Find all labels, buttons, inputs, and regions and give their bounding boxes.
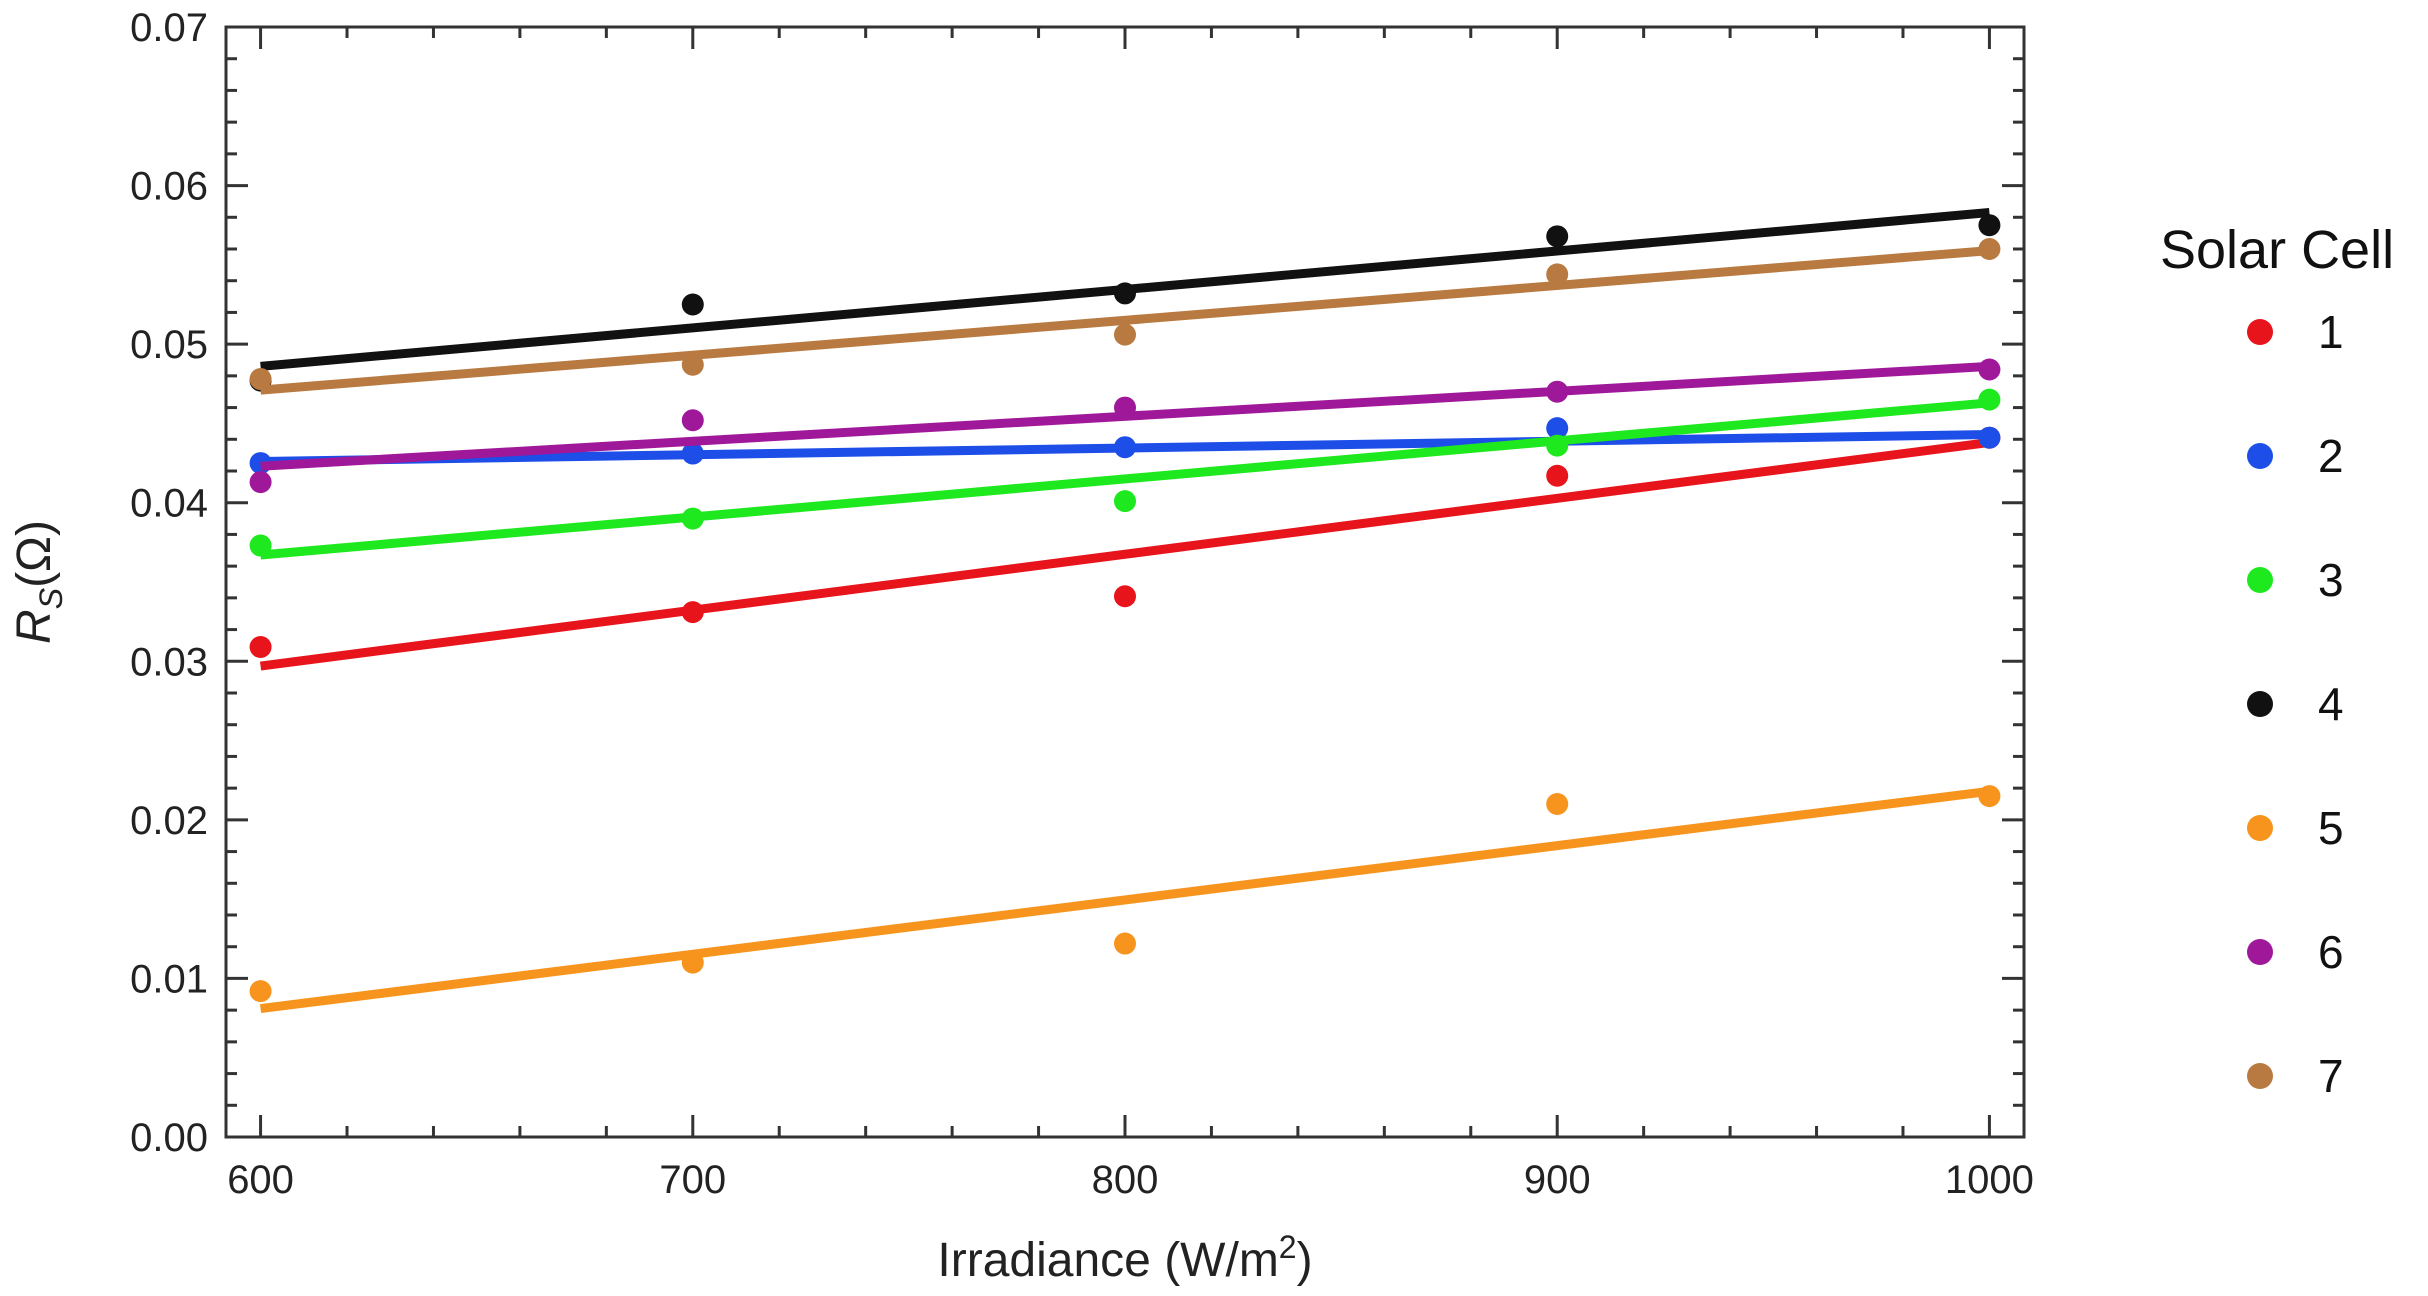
y-tick-label: 0.03 [130, 640, 208, 684]
y-tick-label: 0.00 [130, 1116, 208, 1160]
data-point-3 [1978, 388, 2001, 411]
legend-label-3: 3 [2318, 554, 2344, 606]
data-point-2 [681, 442, 704, 465]
data-point-1 [1546, 464, 1569, 487]
x-tick-label: 700 [659, 1158, 726, 1202]
data-point-3 [249, 534, 272, 557]
data-point-7 [681, 353, 704, 376]
y-tick-label: 0.01 [130, 957, 208, 1001]
y-axis-title: RS(Ω) [8, 520, 69, 644]
series-6 [249, 358, 2001, 494]
data-point-5 [1978, 785, 2001, 808]
series-5 [249, 785, 2001, 1014]
data-point-5 [1114, 932, 1136, 955]
y-tick-label: 0.02 [130, 799, 208, 843]
fit-line-5 [260, 786, 1990, 1014]
legend-marker-6 [2247, 939, 2273, 965]
legend-marker-7 [2247, 1063, 2273, 1089]
data-point-1 [1114, 585, 1136, 608]
legend-label-5: 5 [2318, 802, 2344, 854]
series-1 [249, 426, 2001, 671]
data-point-6 [1114, 396, 1136, 419]
fit-line-1 [259, 437, 1991, 671]
data-point-1 [681, 601, 704, 624]
legend-marker-1 [2247, 319, 2273, 345]
data-point-5 [681, 951, 704, 974]
x-axis-title: Irradiance (W/m2) [937, 1229, 1312, 1287]
data-point-5 [1546, 793, 1569, 815]
data-point-4 [1546, 225, 1569, 248]
data-point-6 [1546, 380, 1569, 403]
fit-line-3 [260, 398, 1990, 560]
data-point-7 [1546, 263, 1569, 286]
y-tick-label: 0.04 [130, 482, 208, 526]
legend-marker-5 [2247, 815, 2273, 841]
legend-marker-3 [2247, 567, 2273, 593]
series-3 [249, 388, 2001, 560]
data-point-6 [249, 471, 272, 494]
legend: Solar Cell 1 2 3 4 5 6 7 [2160, 220, 2394, 1102]
legend-label-2: 2 [2318, 430, 2344, 482]
legend-marker-2 [2247, 443, 2273, 469]
legend-label-6: 6 [2318, 926, 2344, 978]
x-tick-label: 1000 [1945, 1158, 2034, 1202]
data-point-4 [681, 293, 704, 316]
legend-title: Solar Cell [2160, 220, 2394, 280]
data-point-4 [1114, 282, 1136, 305]
legend-label-7: 7 [2318, 1050, 2344, 1102]
x-tick-label: 900 [1524, 1158, 1591, 1202]
data-point-6 [1978, 358, 2001, 381]
data-point-4 [1978, 214, 2001, 237]
legend-label-4: 4 [2318, 678, 2344, 730]
x-tick-label: 800 [1092, 1158, 1159, 1202]
data-point-3 [681, 507, 704, 530]
y-tick-label: 0.06 [130, 165, 208, 209]
data-point-3 [1114, 490, 1136, 513]
legend-label-1: 1 [2318, 306, 2344, 358]
data-point-7 [1978, 238, 2001, 260]
data-point-2 [1546, 417, 1569, 440]
legend-marker-4 [2247, 691, 2273, 717]
plot-frame [224, 25, 2026, 1139]
data-point-2 [1978, 426, 2001, 449]
x-tick-label: 600 [227, 1158, 294, 1202]
data-point-3 [1546, 434, 1569, 457]
data-point-1 [249, 636, 272, 659]
data-point-5 [249, 980, 272, 1003]
data-point-2 [1114, 436, 1136, 459]
y-tick-label: 0.05 [130, 323, 208, 367]
series-4 [249, 208, 2001, 392]
fit-line-7 [260, 246, 1990, 395]
series-7 [249, 238, 2001, 395]
data-point-7 [1114, 323, 1136, 346]
data-point-6 [681, 409, 704, 432]
data-point-7 [249, 368, 272, 391]
y-tick-label: 0.07 [130, 6, 208, 50]
